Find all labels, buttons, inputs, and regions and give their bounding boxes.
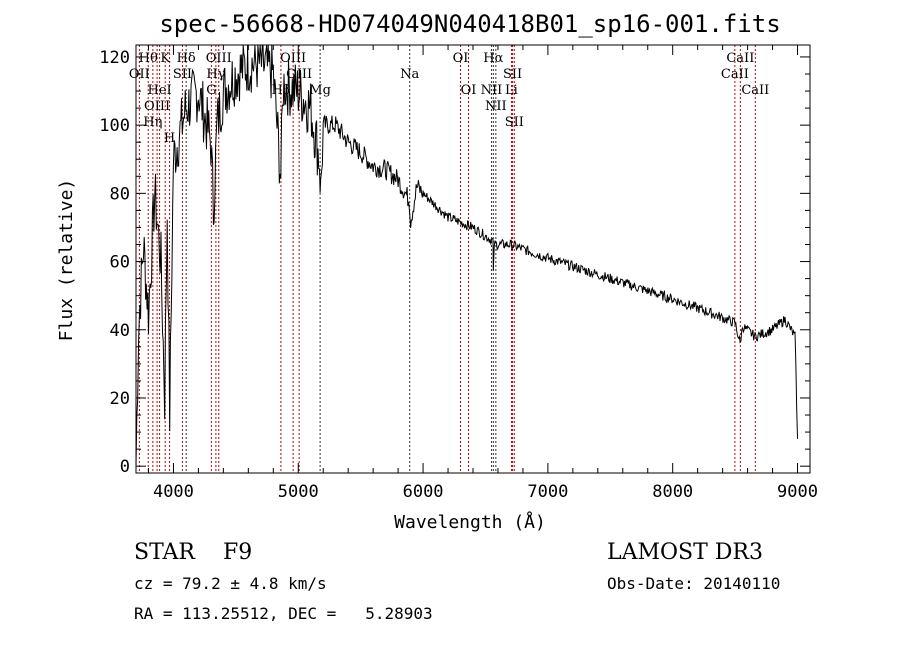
x-tick-label: 5000: [278, 482, 319, 502]
spectral-line-label: NII: [481, 83, 503, 98]
spectral-line-label: Li: [505, 83, 518, 98]
spectral-line-label: Hβ: [271, 83, 290, 98]
spectral-line-label: Hδ: [177, 51, 196, 66]
spectrum-line: [135, 44, 799, 467]
spectral-line-label: OI: [461, 83, 477, 98]
spectral-line-label: OIII: [206, 51, 232, 66]
spectral-line-label: Hα: [483, 51, 503, 66]
x-tick-label: 6000: [403, 482, 444, 502]
spectral-line-label: HeI: [148, 83, 172, 98]
x-tick-label: 8000: [652, 482, 693, 502]
spectral-line-label: SII: [503, 67, 522, 82]
spectral-line-label: SII: [505, 115, 524, 130]
spectral-line-label: OIII: [144, 99, 170, 114]
y-tick-label: 0: [120, 457, 130, 477]
spectral-line-label: K: [160, 51, 170, 66]
chart-title: spec-56668-HD074049N040418B01_sp16-001.f…: [159, 10, 780, 38]
y-tick-label: 80: [110, 184, 130, 204]
spectral-line-label: CaII: [726, 51, 754, 66]
y-axis-label: Flux (relative): [56, 179, 77, 342]
survey-label: LAMOST DR3: [607, 540, 763, 565]
spectral-line-label: Mg: [309, 83, 331, 98]
obs-date: Obs-Date: 20140110: [607, 574, 781, 593]
coordinates-text: RA = 113.25512, DEC = 5.28903: [134, 604, 433, 623]
spectral-line-label: OIII: [280, 51, 306, 66]
y-tick-label: 40: [110, 321, 130, 341]
redshift-text: cz = 79.2 ± 4.8 km/s: [134, 574, 327, 593]
spectral-line-label: Hθ: [139, 51, 158, 66]
spectral-line-label: Hη: [143, 115, 162, 130]
spectral-line-label: H: [164, 131, 175, 146]
y-tick-label: 60: [110, 253, 130, 273]
spectral-line-label: SII: [173, 67, 192, 82]
spectral-line-label: Hγ: [206, 67, 225, 82]
y-tick-label: 20: [110, 389, 130, 409]
spectral-line-label: CaII: [721, 67, 749, 82]
plot-frame: [135, 44, 811, 474]
x-tick-label: 7000: [527, 482, 568, 502]
spectral-line-label: OIII: [286, 67, 312, 82]
spectral-line-label: G: [206, 83, 216, 98]
spectral-line-label: OI: [453, 51, 469, 66]
spectral-line-label: Na: [400, 67, 419, 82]
spectral-line-label: OII: [129, 67, 150, 82]
y-tick-label: 120: [99, 48, 130, 68]
x-axis-label: Wavelength (Å): [394, 511, 546, 533]
x-tick-label: 4000: [153, 482, 194, 502]
x-tick-label: 9000: [777, 482, 818, 502]
spectral-line-label: NII: [485, 99, 507, 114]
y-tick-label: 100: [99, 116, 130, 136]
object-class: STAR F9: [134, 540, 253, 565]
spectral-line-label: CaII: [741, 83, 769, 98]
